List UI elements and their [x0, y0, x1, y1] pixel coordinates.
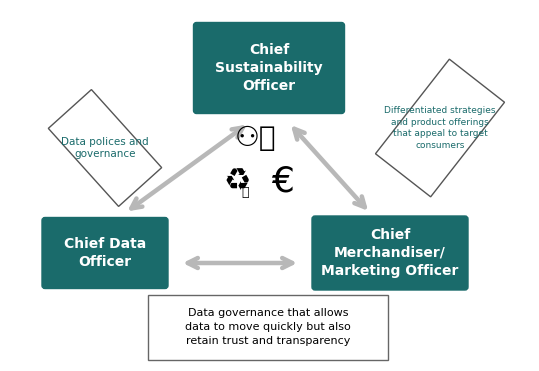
Text: Data polices and
governance: Data polices and governance [61, 137, 149, 160]
Text: Chief
Sustainability
Officer: Chief Sustainability Officer [215, 43, 323, 93]
Text: Data governance that allows
data to move quickly but also
retain trust and trans: Data governance that allows data to move… [185, 309, 351, 347]
Text: Chief
Merchandiser/
Marketing Officer: Chief Merchandiser/ Marketing Officer [321, 228, 459, 278]
Text: ⚇👥: ⚇👥 [234, 124, 276, 152]
FancyBboxPatch shape [194, 23, 344, 114]
FancyBboxPatch shape [148, 295, 388, 360]
Text: €: € [272, 165, 294, 199]
Text: 🌿: 🌿 [241, 186, 249, 198]
Text: Chief Data
Officer: Chief Data Officer [64, 237, 146, 269]
FancyBboxPatch shape [312, 216, 468, 290]
Text: ♻: ♻ [223, 167, 251, 197]
FancyBboxPatch shape [49, 89, 162, 206]
FancyBboxPatch shape [42, 217, 168, 289]
Text: Differentiated strategies
and product offerings
that appeal to target
consumers: Differentiated strategies and product of… [384, 106, 496, 150]
FancyBboxPatch shape [376, 59, 505, 197]
